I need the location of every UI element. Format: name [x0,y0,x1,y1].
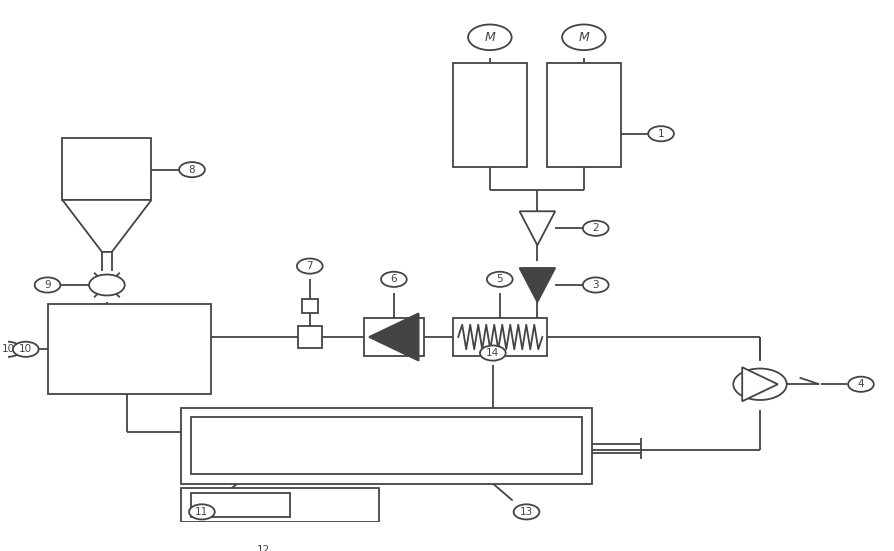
Text: 14: 14 [486,348,500,358]
Circle shape [583,277,609,293]
Bar [191,417,582,474]
Bar [453,318,547,356]
Text: 3: 3 [593,280,599,290]
Circle shape [733,369,787,400]
Text: 10: 10 [19,344,32,354]
Text: 4: 4 [857,379,864,389]
Bar [47,304,211,394]
Text: 8: 8 [189,165,195,175]
Circle shape [179,162,205,177]
Circle shape [583,221,609,236]
Polygon shape [742,368,778,401]
Circle shape [381,272,407,287]
Text: 5: 5 [496,274,503,284]
Circle shape [89,274,125,295]
Circle shape [189,504,215,520]
Text: 1: 1 [658,129,664,139]
Circle shape [648,126,674,141]
Polygon shape [519,211,555,245]
Polygon shape [519,268,555,302]
Bar [364,318,424,356]
Text: 11: 11 [195,507,208,517]
Bar [302,299,317,314]
Text: 7: 7 [307,261,313,271]
Circle shape [250,542,276,551]
Text: 6: 6 [391,274,397,284]
Bar [191,493,290,517]
Circle shape [297,258,323,274]
Polygon shape [369,314,418,360]
Text: 9: 9 [44,280,51,290]
Bar [298,326,322,348]
Bar [63,138,151,200]
Text: 2: 2 [593,223,599,233]
Text: 12: 12 [257,545,270,551]
Polygon shape [63,200,151,252]
Circle shape [514,504,539,520]
Bar [453,63,527,167]
Circle shape [468,24,511,50]
Circle shape [0,342,21,357]
Bar [181,408,592,484]
Circle shape [480,345,506,361]
Bar [181,488,379,522]
Circle shape [35,277,61,293]
Bar [547,63,621,167]
Circle shape [487,272,512,287]
Text: M: M [578,31,589,44]
Circle shape [848,377,873,392]
Circle shape [13,342,38,357]
Text: M: M [485,31,495,44]
Text: 10: 10 [2,344,14,354]
Text: 13: 13 [519,507,533,517]
Circle shape [562,24,605,50]
